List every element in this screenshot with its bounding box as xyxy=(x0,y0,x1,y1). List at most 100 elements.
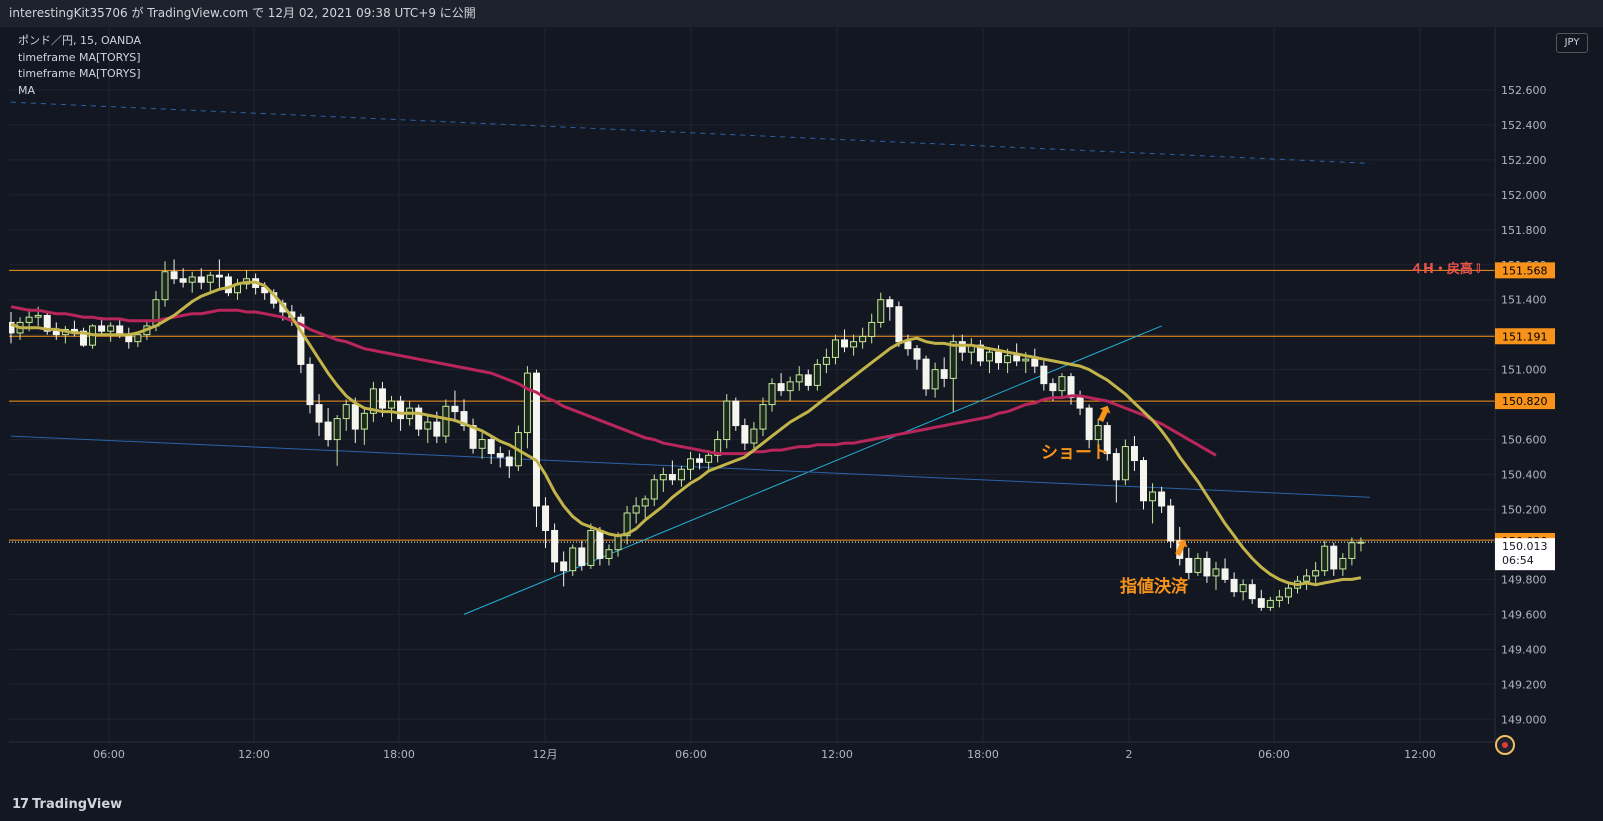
exit-annotation: 指値決済 xyxy=(1120,577,1188,597)
price-tick-label: 149.000 xyxy=(1501,713,1547,726)
candle-body xyxy=(786,381,794,392)
time-tick-label: 18:00 xyxy=(967,748,999,761)
candle-body xyxy=(578,547,586,566)
candle-body xyxy=(197,276,205,283)
candle-body xyxy=(1312,570,1320,577)
candle-body xyxy=(877,299,885,323)
price-tick-label: 152.200 xyxy=(1501,154,1547,167)
candle-body xyxy=(1040,365,1048,385)
candle-body xyxy=(1058,376,1066,392)
candle-body xyxy=(206,274,214,283)
indicator-label-3[interactable]: MA xyxy=(18,83,36,97)
candle-body xyxy=(1149,491,1157,502)
candle-body xyxy=(632,505,640,514)
candle-body xyxy=(369,388,377,414)
candle-body xyxy=(179,278,187,283)
candle-body xyxy=(9,321,15,334)
price-tick-label: 151.000 xyxy=(1501,364,1547,377)
drawings[interactable] xyxy=(9,101,1495,615)
candle-body xyxy=(1357,541,1365,544)
candle-body xyxy=(714,439,722,456)
candle-body xyxy=(52,330,60,336)
candle-body xyxy=(668,474,676,481)
candle-body xyxy=(333,418,341,441)
price-level-label: 151.568 xyxy=(1502,264,1548,277)
candle-body xyxy=(949,341,957,379)
chart-area[interactable]: 152.600152.400152.200152.000151.800151.6… xyxy=(9,27,1603,789)
candle-body xyxy=(804,374,812,386)
ma-fast-line xyxy=(10,280,1362,587)
resistance-annotation: ４H・戻高⇩ xyxy=(1410,262,1484,277)
candle-body xyxy=(1185,557,1193,573)
tradingview-brand[interactable]: 17 TradingView xyxy=(12,797,122,812)
candle-body xyxy=(614,535,622,551)
candle-body xyxy=(1031,358,1039,367)
price-level-badge[interactable] xyxy=(1495,393,1555,410)
candle-body xyxy=(940,369,948,379)
price-level-badge[interactable] xyxy=(1495,262,1555,279)
brand-name: TradingView xyxy=(32,797,123,812)
currency-badge[interactable]: JPY xyxy=(1556,33,1588,53)
candle-body xyxy=(1067,376,1075,399)
candle-body xyxy=(107,325,115,332)
candle-body xyxy=(1130,446,1138,462)
candle-body xyxy=(560,561,568,572)
candle-body xyxy=(1085,407,1093,441)
price-tick-label: 149.200 xyxy=(1501,678,1547,691)
symbol-title[interactable]: ポンド／円, 15, OANDA xyxy=(18,34,142,47)
candle-body xyxy=(79,330,87,346)
candle-body xyxy=(741,425,749,444)
indicator-label-2[interactable]: timeframe MA[TORYS] xyxy=(18,67,141,80)
candle-body xyxy=(424,421,432,430)
candle-body xyxy=(1266,599,1274,608)
candle-body xyxy=(505,456,513,467)
time-tick-label: 12:00 xyxy=(238,748,270,761)
candle-body xyxy=(542,505,550,531)
candle-body xyxy=(170,271,178,280)
time-tick-label: 06:00 xyxy=(93,748,125,761)
tradingview-logo-icon: 17 xyxy=(12,797,29,812)
candle-body xyxy=(1284,587,1292,598)
candle-body xyxy=(134,334,142,343)
candle-body xyxy=(822,356,830,365)
candle-body xyxy=(750,428,758,444)
candle-body xyxy=(523,372,531,434)
price-tick-label: 151.400 xyxy=(1501,294,1547,307)
candle-body xyxy=(161,271,169,301)
candle-body xyxy=(641,498,649,507)
price-tick-label: 152.400 xyxy=(1501,119,1547,132)
grid xyxy=(9,27,1495,742)
publish-header: interestingKit35706 が TradingView.com で … xyxy=(0,0,1603,27)
candle-body xyxy=(342,404,350,420)
candle-body xyxy=(1212,568,1220,577)
candle-body xyxy=(297,316,305,365)
candle-body xyxy=(487,439,495,455)
chart-legend[interactable]: ポンド／円, 15, OANDA timeframe MA[TORYS] tim… xyxy=(18,33,141,99)
moving-averages xyxy=(10,280,1362,587)
candle-body xyxy=(976,344,984,362)
candle-body xyxy=(315,404,323,423)
candle-body xyxy=(569,547,577,572)
price-tick-label: 152.000 xyxy=(1501,189,1547,202)
candle-body xyxy=(650,479,658,500)
candle-body xyxy=(723,400,731,441)
indicator-label-1[interactable]: timeframe MA[TORYS] xyxy=(18,50,141,64)
price-chart[interactable]: 152.600152.400152.200152.000151.800151.6… xyxy=(9,27,1603,789)
footer: 17 TradingView xyxy=(0,789,1603,821)
candle-body xyxy=(351,404,359,430)
candle-body xyxy=(587,529,595,566)
bar-countdown-label: 06:54 xyxy=(1502,554,1534,567)
record-icon[interactable] xyxy=(1495,735,1515,755)
time-tick-label: 12:00 xyxy=(821,748,853,761)
candle-body xyxy=(931,369,939,390)
candle-body xyxy=(895,306,903,343)
candle-body xyxy=(415,407,423,430)
candle-body xyxy=(659,474,667,481)
candle-body xyxy=(1221,568,1229,580)
candle-body xyxy=(768,383,776,406)
price-level-badge[interactable] xyxy=(1495,328,1555,345)
trendline-descending-upper-dashed[interactable] xyxy=(10,101,1371,164)
candle-body xyxy=(687,458,694,470)
candle-body xyxy=(469,425,477,449)
time-tick-label: 12:00 xyxy=(1404,748,1436,761)
